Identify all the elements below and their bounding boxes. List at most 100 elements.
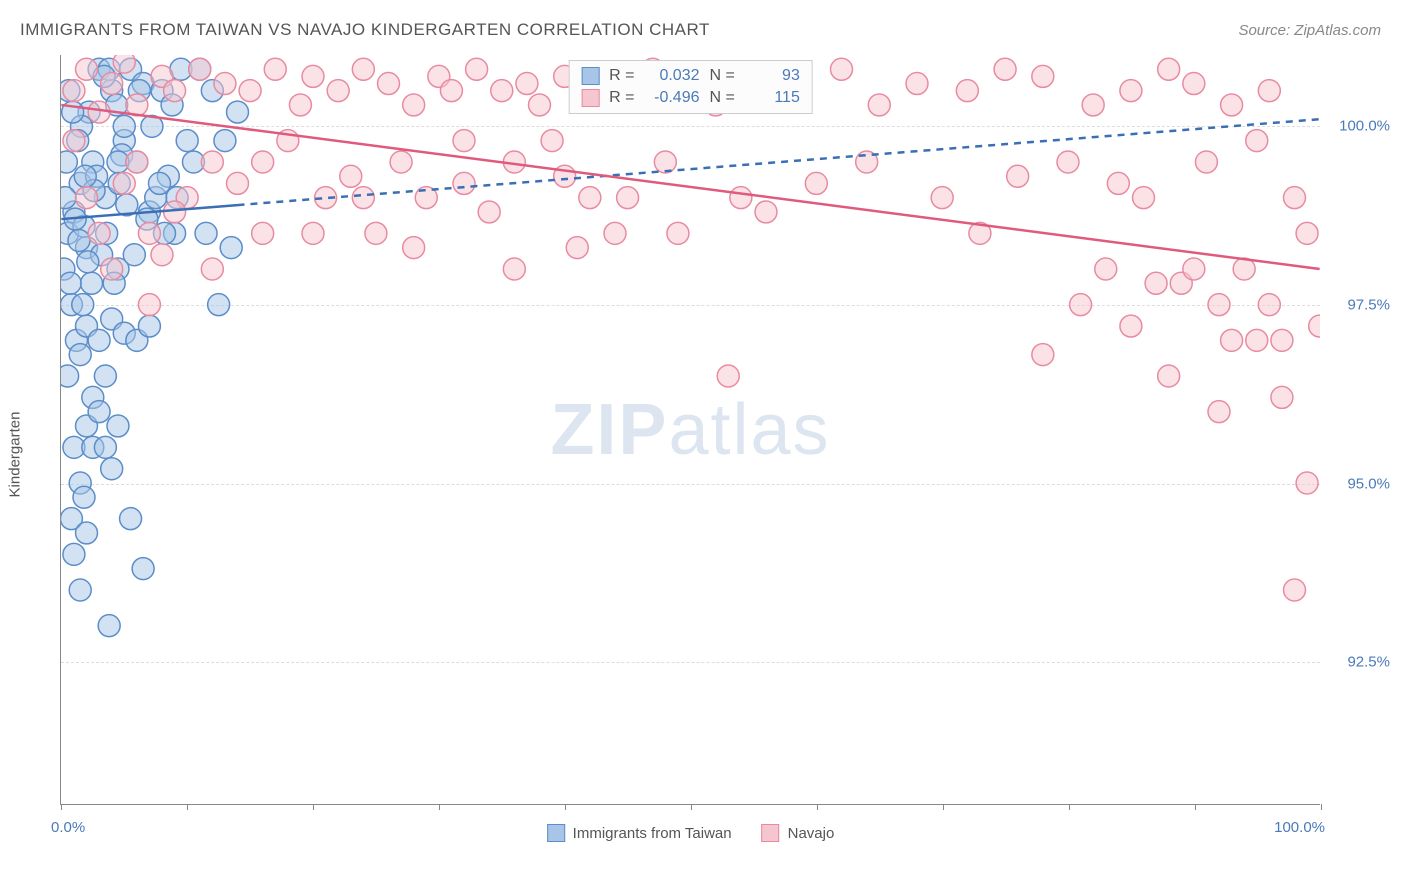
scatter-point <box>76 522 98 544</box>
scatter-point <box>239 80 261 102</box>
scatter-point <box>1120 80 1142 102</box>
scatter-point <box>755 201 777 223</box>
scatter-point <box>227 172 249 194</box>
xtick-label-left: 0.0% <box>51 819 85 836</box>
scatter-point <box>1309 315 1320 337</box>
scatter-point <box>352 187 374 209</box>
scatter-point <box>61 151 77 173</box>
scatter-point <box>1032 65 1054 87</box>
scatter-point <box>1246 329 1268 351</box>
stats-row-series2: R = -0.496 N = 115 <box>581 89 800 107</box>
scatter-point <box>72 294 94 316</box>
scatter-point <box>365 222 387 244</box>
scatter-point <box>63 80 85 102</box>
scatter-point <box>123 244 145 266</box>
scatter-point <box>76 187 98 209</box>
scatter-point <box>302 222 324 244</box>
scatter-point <box>1120 315 1142 337</box>
scatter-point <box>63 543 85 565</box>
scatter-point <box>1183 73 1205 95</box>
scatter-point <box>252 151 274 173</box>
xtick <box>1195 804 1196 810</box>
trend-line-solid <box>61 105 1319 269</box>
plot-area: ZIPatlas R = 0.032 N = 93 R = -0.496 N =… <box>60 55 1320 805</box>
scatter-point <box>390 151 412 173</box>
scatter-point <box>566 237 588 259</box>
ytick-label: 97.5% <box>1347 297 1390 314</box>
stats-n-value-2: 115 <box>745 89 800 107</box>
stats-r-label: R = <box>609 89 634 107</box>
scatter-point <box>201 151 223 173</box>
scatter-point <box>176 130 198 152</box>
scatter-point <box>1133 187 1155 209</box>
scatter-point <box>94 436 116 458</box>
scatter-point <box>1082 94 1104 116</box>
stats-n-label: N = <box>710 67 735 85</box>
scatter-point <box>730 187 752 209</box>
scatter-point <box>1284 187 1306 209</box>
xtick-label-right: 100.0% <box>1274 819 1325 836</box>
scatter-point <box>1208 294 1230 316</box>
scatter-point <box>453 130 475 152</box>
scatter-point <box>101 73 123 95</box>
scatter-point <box>340 165 362 187</box>
scatter-point <box>264 58 286 80</box>
scatter-point <box>74 165 96 187</box>
scatter-point <box>1221 94 1243 116</box>
scatter-point <box>214 73 236 95</box>
stats-r-label: R = <box>609 67 634 85</box>
scatter-point <box>61 272 81 294</box>
scatter-point <box>61 187 76 209</box>
scatter-point <box>1158 58 1180 80</box>
xtick <box>313 804 314 810</box>
chart-title: IMMIGRANTS FROM TAIWAN VS NAVAJO KINDERG… <box>20 20 710 40</box>
legend-item-series1: Immigrants from Taiwan <box>547 824 732 842</box>
scatter-point <box>164 80 186 102</box>
scatter-point <box>113 172 135 194</box>
xtick <box>61 804 62 810</box>
scatter-point <box>214 130 236 152</box>
scatter-point <box>1183 258 1205 280</box>
scatter-point <box>302 65 324 87</box>
scatter-point <box>1158 365 1180 387</box>
scatter-point <box>1208 401 1230 423</box>
source-label: Source: ZipAtlas.com <box>1238 22 1381 39</box>
scatter-point <box>503 258 525 280</box>
stats-r-value-1: 0.032 <box>645 67 700 85</box>
scatter-point <box>667 222 689 244</box>
scatter-point <box>113 55 135 73</box>
xtick <box>817 804 818 810</box>
scatter-point <box>541 130 563 152</box>
scatter-point <box>1246 130 1268 152</box>
scatter-point <box>717 365 739 387</box>
scatter-point <box>604 222 626 244</box>
scatter-point <box>208 294 230 316</box>
scatter-point <box>1296 472 1318 494</box>
scatter-point <box>805 172 827 194</box>
scatter-point <box>1271 329 1293 351</box>
xtick <box>187 804 188 810</box>
scatter-point <box>126 151 148 173</box>
legend-bottom: Immigrants from Taiwan Navajo <box>547 824 835 842</box>
ytick-label: 95.0% <box>1347 475 1390 492</box>
scatter-point <box>617 187 639 209</box>
legend-swatch-series2 <box>762 824 780 842</box>
scatter-point <box>69 344 91 366</box>
scatter-point <box>107 415 129 437</box>
scatter-point <box>227 101 249 123</box>
chart-container: IMMIGRANTS FROM TAIWAN VS NAVAJO KINDERG… <box>0 0 1406 892</box>
scatter-point <box>195 222 217 244</box>
scatter-point <box>906 73 928 95</box>
plot-svg <box>61 55 1320 804</box>
ytick-label: 92.5% <box>1347 654 1390 671</box>
scatter-point <box>931 187 953 209</box>
scatter-point <box>516 73 538 95</box>
scatter-point <box>132 558 154 580</box>
scatter-point <box>63 130 85 152</box>
scatter-point <box>149 172 171 194</box>
scatter-point <box>478 201 500 223</box>
scatter-point <box>1195 151 1217 173</box>
scatter-point <box>101 458 123 480</box>
scatter-point <box>289 94 311 116</box>
xtick <box>1321 804 1322 810</box>
